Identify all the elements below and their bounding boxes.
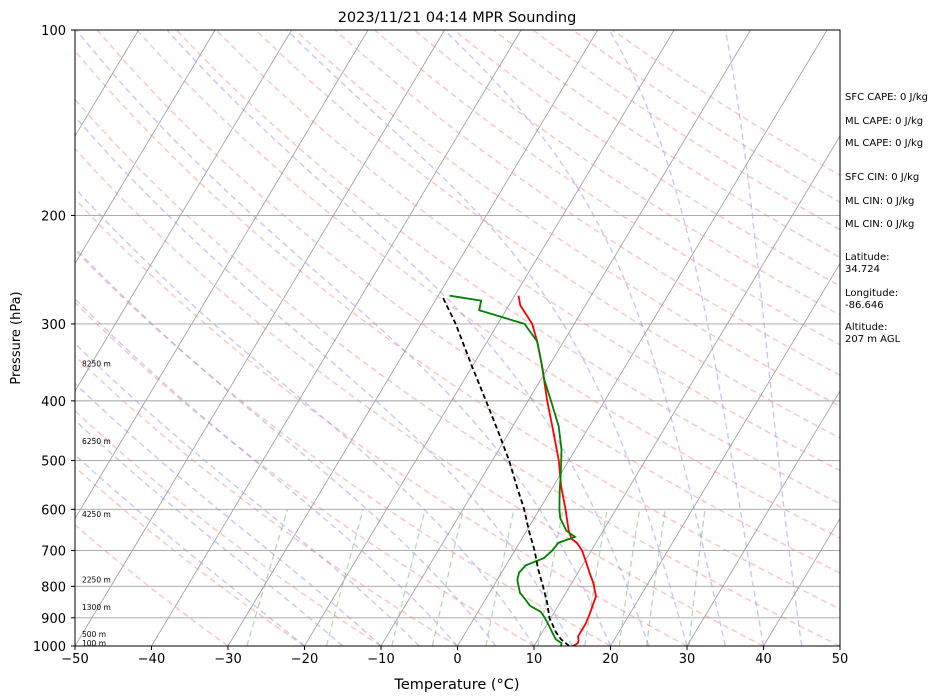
y-axis-label: Pressure (hPa) [9,291,24,384]
moist-adiabat [75,382,382,646]
height-label: 6250 m [82,437,111,446]
latitude-value: 34.724 [845,264,880,275]
y-tick-label: 600 [41,503,66,518]
isotherm-line [304,30,675,646]
x-tick-label: −30 [214,652,241,667]
mixing-ratio-line [688,509,706,646]
x-tick-label: −50 [61,652,88,667]
isotherm-line [75,30,139,137]
dry-adiabat [75,49,840,610]
x-tick-label: −10 [367,652,394,667]
moist-adiabat [286,30,688,646]
x-tick-label: −20 [291,652,318,667]
isotherm-line [227,30,598,646]
sfc-cin-text: SFC CIN: 0 J/kg [845,172,920,183]
moist-adiabat [75,115,573,646]
x-axis-label: Temperature (°C) [393,677,519,693]
y-tick-label: 100 [41,24,66,39]
height-label: 500 m [82,630,106,639]
y-tick-label: 400 [41,395,66,410]
moist-adiabat [75,453,305,646]
height-label: 4250 m [82,510,111,519]
moist-adiabat [608,30,765,646]
dry-adiabat [75,98,840,646]
ml-cin-text: ML CIN: 0 J/kg [845,196,915,207]
isotherm-line [151,30,522,646]
chart-title: 2023/11/21 04:14 MPR Sounding [338,10,577,26]
moist-adiabat [724,30,803,646]
mixing-ratio-line [645,509,666,646]
x-tick-label: −40 [138,652,165,667]
longitude-value: -86.646 [845,300,884,311]
isotherm-line [75,30,445,646]
x-tick-label: 50 [832,652,849,667]
moist-adiabat [75,342,420,646]
dry-adiabat [96,30,840,574]
temperature-profile-line [517,295,597,646]
moist-adiabat [75,419,344,646]
dry-adiabat [75,197,688,646]
y-tick-label: 500 [41,455,66,470]
dry-adiabat [75,355,458,646]
y-tick-label: 300 [41,318,66,333]
dry-adiabat [75,301,535,646]
y-tick-label: 800 [41,580,66,595]
mixing-ratio-line [537,509,564,646]
mixing-ratio-line [485,509,515,646]
ml-cape-text: ML CAPE: 0 J/kg [845,116,924,127]
moist-adiabat [75,187,535,646]
isotherm-line [75,30,369,520]
plot-frame [74,29,841,647]
x-tick-label: 10 [526,652,543,667]
moist-adiabat [75,30,612,646]
longitude-label: Longitude: [845,288,899,299]
dry-adiabat [75,147,764,646]
height-label: 8250 m [82,360,111,369]
dry-adiabat [75,466,305,646]
altitude-label: Altitude: [845,322,888,333]
moist-adiabat [75,246,497,646]
moist-adiabat [75,297,459,646]
x-tick-label: 30 [679,652,696,667]
dry-adiabat [175,30,840,505]
isotherm-line [610,262,840,646]
dry-adiabat [215,30,840,472]
dry-adiabat [75,523,229,646]
dry-adiabat [75,409,382,646]
x-tick-label: 40 [755,652,772,667]
isotherm-line [75,30,292,392]
height-label: 100 m [82,639,106,648]
dry-adiabat [374,30,840,346]
moist-adiabat [166,30,650,646]
ml-cape-text-2: ML CAPE: 0 J/kg [845,138,924,149]
height-label: 1300 m [82,603,111,612]
y-tick-label: 900 [41,612,66,627]
dry-adiabat [75,249,611,646]
mixing-ratio-line [391,509,426,646]
y-tick-label: 700 [41,545,66,560]
height-label: 2250 m [82,576,111,585]
ml-cin-text-2: ML CIN: 0 J/kg [845,219,915,230]
latitude-label: Latitude: [845,252,890,263]
isotherm-line [533,135,840,646]
isotherm-line [686,390,840,646]
dry-adiabat [334,30,840,376]
x-tick-label: 0 [453,652,461,667]
dewpoint-profile-line [449,294,577,646]
isotherm-line [457,30,828,646]
parcel-path-line [441,295,570,646]
altitude-value: 207 m AGL [845,334,901,345]
dry-adiabat [255,30,840,439]
y-tick-label: 200 [41,209,66,224]
isotherm-line [75,30,216,265]
sfc-cape-text: SFC CAPE: 0 J/kg [845,92,928,103]
moist-adiabat [444,30,726,646]
isotherm-line [763,517,840,646]
y-tick-label: 1000 [33,640,66,655]
isotherm-line [380,30,751,646]
dry-adiabat [136,30,840,539]
x-tick-label: 20 [602,652,619,667]
